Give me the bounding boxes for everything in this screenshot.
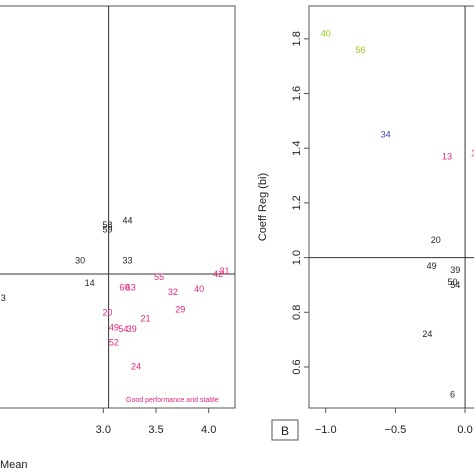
left-annotation: Good performance and stable: [126, 397, 219, 404]
data-point-label: 50: [448, 277, 458, 287]
data-point-label: 44: [123, 215, 133, 225]
data-point-label: 33: [123, 256, 133, 266]
left-plot-frame: [0, 5, 236, 409]
data-point-label: 52: [109, 337, 119, 347]
right-y-axis-ticks: 0.6 0.8 1.0 1.2 1.4 1.6 1.8: [291, 31, 309, 375]
data-point-label: 54: [450, 280, 460, 290]
data-point-label: 20: [103, 308, 113, 318]
data-point-label: 6: [450, 389, 455, 399]
data-point-label: 24: [131, 361, 141, 371]
data-point-label: 40: [194, 284, 204, 294]
y-tick-label: 1.8: [291, 31, 303, 46]
data-point-label: 49: [109, 323, 119, 333]
right-x-axis-ticks: −1.0 −0.5 0.0: [315, 408, 473, 436]
panel-label: B: [281, 424, 289, 438]
y-tick-label: 1.4: [291, 141, 303, 156]
data-point-label: 32: [168, 287, 178, 297]
right-y-axis-label: Coeff Reg (bi): [257, 173, 269, 241]
right-chart-panel: −1.0 −0.5 0.0 0.6 0.8 1.0 1.2 1.4 1.6 1.8 40 56 34…: [257, 5, 474, 441]
x-tick-label: 0.0: [457, 424, 472, 436]
data-point-label: 56: [356, 45, 366, 55]
data-point-label: 54: [118, 324, 128, 334]
y-tick-label: 1.2: [291, 195, 303, 210]
data-point-label: 40: [321, 28, 331, 38]
data-point-label: 30: [471, 149, 474, 159]
data-point-label: 63: [126, 282, 136, 292]
x-tick-label: 4.0: [201, 424, 216, 436]
y-tick-label: 1.0: [291, 250, 303, 265]
data-point-label: 42: [213, 269, 223, 279]
y-tick-label: 0.6: [291, 359, 303, 374]
data-point-label: 60: [119, 282, 129, 292]
right-plot-frame: [308, 5, 474, 409]
data-point-label: 24: [422, 329, 432, 339]
y-tick-label: 0.8: [291, 305, 303, 320]
data-point-label: 3: [1, 293, 6, 303]
data-point-label: 13: [442, 151, 452, 161]
x-tick-label: −0.5: [385, 424, 407, 436]
x-tick-label: 3.5: [148, 424, 163, 436]
data-point-label: 29: [175, 305, 185, 315]
data-point-label: 20: [431, 235, 441, 245]
data-point-label: 31: [219, 266, 229, 276]
data-point-label: 14: [85, 278, 95, 288]
panel-label-box: [271, 419, 299, 441]
data-point-label: 55: [154, 272, 164, 282]
data-point-label: 58: [103, 220, 113, 230]
left-x-axis-label: Mean: [0, 459, 28, 471]
data-point-label: 59: [103, 224, 113, 234]
data-point-label: 39: [450, 265, 460, 275]
data-point-label: 49: [427, 261, 437, 271]
data-point-label: 39: [127, 324, 137, 334]
data-point-label: 21: [140, 314, 150, 324]
data-point-label: 30: [75, 256, 85, 266]
y-tick-label: 1.6: [291, 86, 303, 101]
data-point-label: 34: [381, 130, 391, 140]
x-tick-label: −1.0: [315, 424, 337, 436]
left-x-axis-ticks: 3.0 3.5 4.0: [96, 408, 216, 436]
x-tick-label: 3.0: [96, 424, 111, 436]
